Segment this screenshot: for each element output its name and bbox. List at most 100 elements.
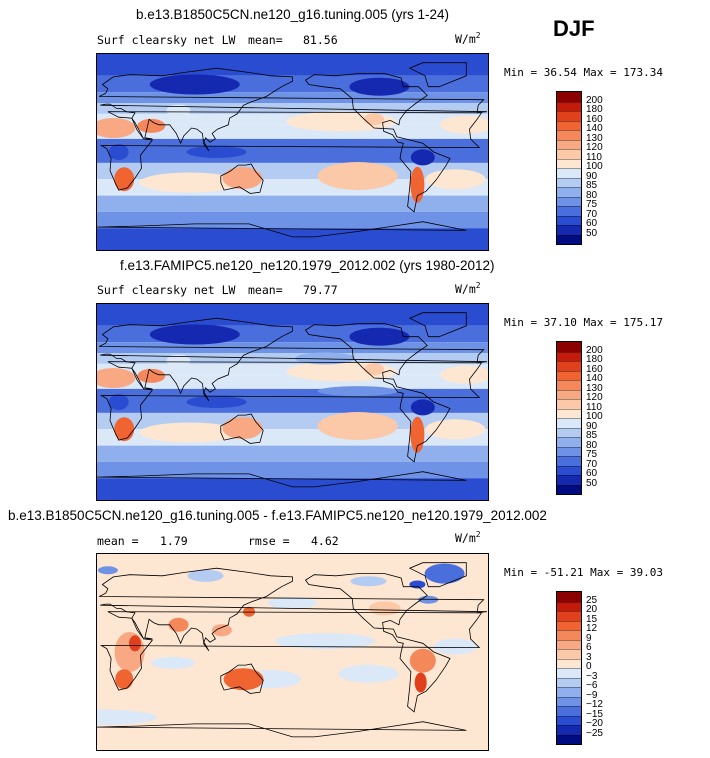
panel1-minmax: Min = 36.54 Max = 173.34 bbox=[504, 66, 663, 79]
colorbar-tick-label: 160 bbox=[586, 363, 603, 375]
colorbar-swatch bbox=[557, 427, 581, 437]
panel2-variable: Surf clearsky net LW bbox=[97, 283, 236, 297]
colorbar-tick-label: −15 bbox=[586, 708, 603, 720]
colorbar-swatch bbox=[557, 465, 581, 475]
colorbar-tick-label: −6 bbox=[586, 680, 598, 691]
colorbar-swatch bbox=[557, 687, 581, 697]
colorbar-swatch bbox=[557, 649, 581, 659]
panel2-map bbox=[96, 303, 489, 501]
colorbar-swatch bbox=[557, 456, 581, 466]
colorbar-swatch bbox=[557, 92, 581, 102]
colorbar-swatch bbox=[557, 342, 581, 352]
colorbar-swatch bbox=[557, 437, 581, 447]
colorbar-swatch bbox=[557, 630, 581, 640]
panel2-mean-value: 79.77 bbox=[303, 283, 338, 297]
panel3-colorbar bbox=[556, 591, 582, 745]
colorbar-tick-label: −25 bbox=[586, 727, 603, 739]
colorbar-swatch bbox=[557, 418, 581, 428]
colorbar-tick-label: 200 bbox=[586, 344, 603, 356]
colorbar-tick-label: 0 bbox=[586, 661, 592, 672]
panel1-mean-value: 81.56 bbox=[303, 33, 338, 47]
colorbar-tick-label: 90 bbox=[586, 420, 598, 432]
colorbar-swatch bbox=[557, 715, 581, 725]
colorbar-tick-label: 200 bbox=[586, 94, 603, 106]
colorbar-tick-label: 60 bbox=[586, 218, 598, 229]
colorbar-swatch bbox=[557, 611, 581, 621]
colorbar-tick-label: 80 bbox=[586, 439, 598, 451]
panel1-mean-label: mean= bbox=[248, 33, 283, 47]
colorbar-tick-label: 160 bbox=[586, 113, 603, 125]
colorbar-tick-label: −3 bbox=[586, 670, 598, 682]
colorbar-swatch bbox=[557, 389, 581, 399]
colorbar-tick-label: 60 bbox=[586, 468, 598, 479]
colorbar-swatch bbox=[557, 475, 581, 485]
colorbar-tick-label: 75 bbox=[586, 199, 598, 210]
colorbar-tick-label: 100 bbox=[586, 411, 603, 422]
panel3-mean-value: 1.79 bbox=[160, 534, 188, 548]
colorbar-swatch bbox=[557, 101, 581, 111]
colorbar-tick-label: −20 bbox=[586, 718, 603, 729]
colorbar-tick-label: 70 bbox=[586, 458, 598, 470]
colorbar-swatch bbox=[557, 658, 581, 668]
colorbar-tick-label: 110 bbox=[586, 151, 602, 163]
panel1-units: W/m2 bbox=[455, 31, 481, 46]
colorbar-swatch bbox=[557, 696, 581, 706]
colorbar-swatch bbox=[557, 111, 581, 121]
panel3-title: b.e13.B1850C5CN.ne120_g16.tuning.005 - f… bbox=[8, 508, 547, 523]
colorbar-swatch bbox=[557, 196, 581, 206]
colorbar-swatch bbox=[557, 149, 581, 159]
colorbar-tick-label: 120 bbox=[586, 142, 603, 153]
colorbar-swatch bbox=[557, 168, 581, 178]
colorbar-tick-label: 130 bbox=[586, 382, 603, 394]
panel1-title: b.e13.B1850C5CN.ne120_g16.tuning.005 (yr… bbox=[136, 7, 449, 22]
colorbar-swatch bbox=[557, 408, 581, 418]
colorbar-swatch bbox=[557, 668, 581, 678]
season-label: DJF bbox=[553, 16, 595, 41]
colorbar-swatch bbox=[557, 734, 581, 744]
colorbar-swatch bbox=[557, 399, 581, 409]
colorbar-swatch bbox=[557, 225, 581, 235]
colorbar-tick-label: 110 bbox=[586, 401, 602, 413]
colorbar-tick-label: 9 bbox=[586, 632, 592, 644]
colorbar-tick-label: −9 bbox=[586, 689, 598, 701]
colorbar-tick-label: 75 bbox=[586, 449, 598, 460]
colorbar-swatch bbox=[557, 484, 581, 494]
colorbar-tick-label: 12 bbox=[586, 623, 598, 634]
colorbar-swatch bbox=[557, 639, 581, 649]
colorbar-tick-label: 90 bbox=[586, 170, 598, 182]
colorbar-swatch bbox=[557, 370, 581, 380]
colorbar-swatch bbox=[557, 206, 581, 216]
colorbar-tick-label: 85 bbox=[586, 430, 598, 441]
colorbar-tick-label: 180 bbox=[586, 104, 603, 115]
colorbar-tick-label: 180 bbox=[586, 354, 603, 365]
panel2-minmax: Min = 37.10 Max = 175.17 bbox=[504, 316, 663, 329]
colorbar-tick-label: 25 bbox=[586, 594, 598, 606]
colorbar-tick-label: 80 bbox=[586, 189, 598, 201]
panel3-rmse-value: 4.62 bbox=[311, 534, 339, 548]
colorbar-swatch bbox=[557, 620, 581, 630]
colorbar-tick-label: 130 bbox=[586, 132, 603, 144]
colorbar-tick-label: 140 bbox=[586, 373, 603, 384]
colorbar-swatch bbox=[557, 158, 581, 168]
panel2-mean-label: mean= bbox=[248, 283, 283, 297]
panel3-minmax: Min = -51.21 Max = 39.03 bbox=[504, 566, 663, 579]
colorbar-tick-label: 85 bbox=[586, 180, 598, 191]
panel1-colorbar bbox=[556, 91, 582, 245]
colorbar-tick-label: 50 bbox=[586, 227, 598, 239]
colorbar-tick-label: 15 bbox=[586, 613, 598, 625]
colorbar-swatch bbox=[557, 215, 581, 225]
colorbar-tick-label: 120 bbox=[586, 392, 603, 403]
panel3-mean-label: mean = bbox=[97, 534, 139, 548]
colorbar-swatch bbox=[557, 361, 581, 371]
colorbar-swatch bbox=[557, 234, 581, 244]
colorbar-swatch bbox=[557, 139, 581, 149]
colorbar-swatch bbox=[557, 725, 581, 735]
colorbar-swatch bbox=[557, 130, 581, 140]
panel1-map bbox=[96, 53, 489, 251]
colorbar-swatch bbox=[557, 601, 581, 611]
colorbar-swatch bbox=[557, 706, 581, 716]
colorbar-swatch bbox=[557, 351, 581, 361]
colorbar-tick-label: 50 bbox=[586, 477, 598, 489]
colorbar-tick-label: −12 bbox=[586, 699, 603, 710]
panel3-units: W/m2 bbox=[455, 530, 481, 545]
